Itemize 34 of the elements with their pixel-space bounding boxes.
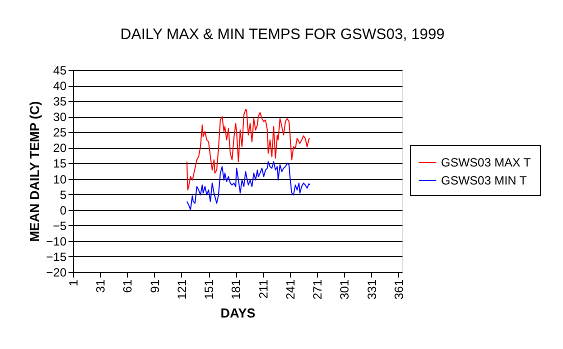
y-tick-label: 25 — [53, 126, 67, 140]
chart-title: DAILY MAX & MIN TEMPS FOR GSWS03, 1999 — [120, 26, 445, 43]
x-tick-label: 271 — [310, 279, 325, 300]
y-tick-label: 20 — [53, 141, 67, 156]
x-tick-label: 31 — [94, 279, 108, 293]
legend-label: GSWS03 MAX T — [441, 156, 532, 170]
x-tick-label: 241 — [283, 279, 298, 300]
x-tick-label: 91 — [148, 279, 162, 293]
y-tick-label: 30 — [53, 110, 67, 124]
y-tick-label: −10 — [46, 234, 67, 248]
y-tick-label: 40 — [53, 79, 67, 94]
y-tick-label: 15 — [53, 156, 67, 171]
x-tick-label: 331 — [364, 279, 379, 300]
line-series — [186, 161, 310, 210]
y-tick-label: −5 — [52, 218, 67, 233]
y-tick-label: 5 — [60, 188, 67, 202]
y-tick-label: −15 — [46, 250, 67, 264]
y-axis-title: MEAN DAILY TEMP (C) — [27, 101, 42, 242]
x-tick-label: 61 — [120, 279, 135, 293]
x-axis-title: DAYS — [220, 306, 256, 321]
x-tick-label: 121 — [174, 279, 189, 300]
y-tick-label: 45 — [53, 64, 67, 78]
x-tick-label: 361 — [392, 279, 406, 300]
y-tick-label: 10 — [53, 172, 67, 186]
y-tick-label: 0 — [60, 203, 67, 218]
x-tick-label: 211 — [256, 279, 270, 299]
x-tick-label: 301 — [338, 279, 352, 300]
legend-label: GSWS03 MIN T — [441, 174, 528, 188]
y-tick-label: −20 — [46, 266, 67, 280]
x-tick-label: 1 — [66, 279, 80, 286]
x-tick-label: 151 — [202, 279, 216, 300]
y-tick-label: 35 — [53, 94, 67, 109]
x-tick-label: 181 — [229, 279, 244, 300]
line-series — [186, 108, 310, 190]
